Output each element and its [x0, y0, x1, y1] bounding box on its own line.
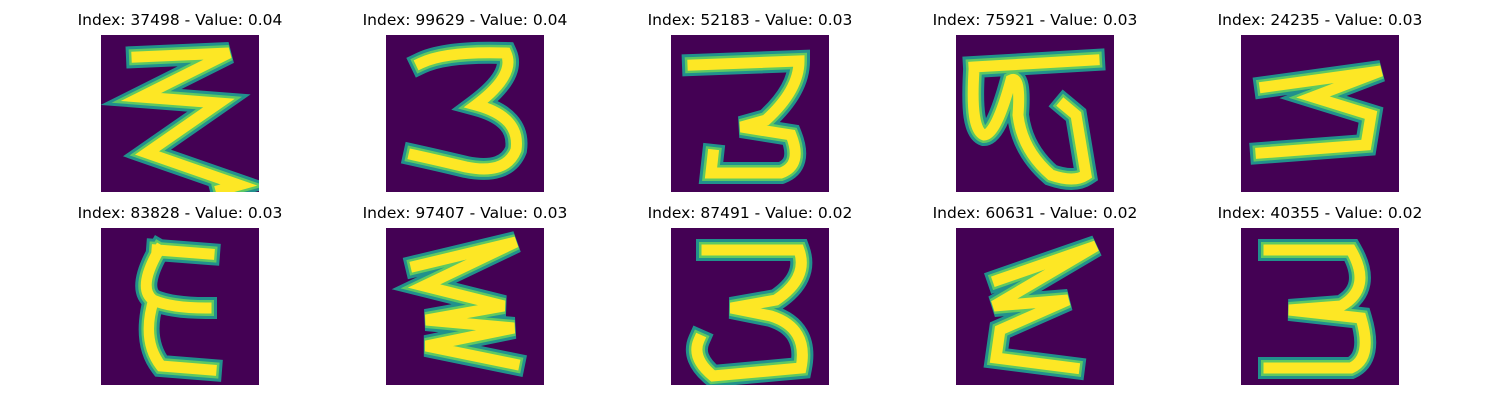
- digit-stroke-core: [120, 47, 258, 192]
- digit-heatmap: [685, 239, 814, 385]
- digit-heatmap: [681, 49, 811, 184]
- digit-stroke-core: [1263, 244, 1371, 374]
- digit-image: [101, 35, 259, 192]
- digit-stroke-core: [407, 236, 521, 371]
- image-panel: Index: 87491 - Value: 0.02: [620, 204, 880, 394]
- digit-image: [671, 35, 829, 192]
- image-panel: Index: 52183 - Value: 0.03: [620, 11, 880, 201]
- digit-heatmap: [101, 42, 259, 192]
- panel-title: Index: 24235 - Value: 0.03: [1217, 11, 1423, 29]
- image-panel: Index: 37498 - Value: 0.04: [50, 11, 310, 201]
- digit-heatmap: [400, 41, 528, 180]
- digit-image: [956, 228, 1114, 385]
- digit-image: [101, 228, 259, 385]
- panel-title: Index: 97407 - Value: 0.03: [362, 204, 568, 222]
- panel-title: Index: 40355 - Value: 0.02: [1217, 204, 1423, 222]
- image-panel: Index: 40355 - Value: 0.02: [1190, 204, 1450, 394]
- digit-image: [386, 228, 544, 385]
- digit-heatmap: [1258, 239, 1377, 379]
- digit-image: [956, 35, 1114, 192]
- panel-title: Index: 99629 - Value: 0.04: [362, 11, 568, 29]
- digit-stroke-core: [989, 240, 1099, 375]
- image-panel: Index: 83828 - Value: 0.03: [50, 204, 310, 394]
- digit-image: [386, 35, 544, 192]
- digit-stroke-core: [687, 55, 805, 179]
- image-panel: Index: 24235 - Value: 0.03: [1190, 11, 1450, 201]
- digit-stroke-core: [1255, 65, 1383, 159]
- panel-title: Index: 60631 - Value: 0.02: [932, 204, 1138, 222]
- panel-title: Index: 75921 - Value: 0.03: [932, 11, 1138, 29]
- image-panel: Index: 60631 - Value: 0.02: [905, 204, 1165, 394]
- image-panel: Index: 75921 - Value: 0.03: [905, 11, 1165, 201]
- digit-heatmap: [391, 231, 527, 377]
- digit-heatmap: [962, 48, 1106, 190]
- digit-heatmap: [1249, 60, 1385, 165]
- digit-image: [1241, 228, 1399, 385]
- digit-image: [1241, 35, 1399, 192]
- digit-stroke-core: [407, 47, 522, 175]
- digit-heatmap: [983, 235, 1102, 381]
- digit-stroke-core: [967, 54, 1100, 185]
- digit-image: [671, 228, 829, 385]
- panel-title: Index: 83828 - Value: 0.03: [77, 204, 283, 222]
- panel-title: Index: 87491 - Value: 0.02: [647, 204, 853, 222]
- panel-title: Index: 52183 - Value: 0.03: [647, 11, 853, 29]
- digit-heatmap: [135, 234, 223, 382]
- panel-title: Index: 37498 - Value: 0.04: [77, 11, 283, 29]
- digit-stroke-core: [140, 242, 217, 376]
- digit-stroke-core: [691, 244, 808, 382]
- image-panel: Index: 99629 - Value: 0.04: [335, 11, 595, 201]
- image-panel: Index: 97407 - Value: 0.03: [335, 204, 595, 394]
